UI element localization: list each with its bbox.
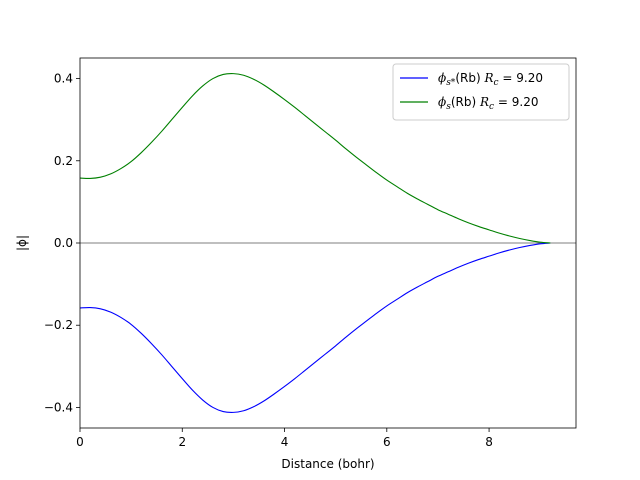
series-line-2 [79, 73, 551, 244]
x-tick-label: 8 [485, 435, 493, 449]
x-axis-label: Distance (bohr) [281, 457, 374, 471]
x-tick-label: 2 [178, 435, 186, 449]
y-tick-label: −0.2 [44, 318, 73, 332]
y-tick-label: 0.4 [54, 72, 73, 86]
legend-box [392, 63, 570, 121]
y-tick-label: 0.2 [54, 154, 73, 168]
series-line-1 [79, 242, 551, 413]
legend-label: ϕs*(Rb) Rc = 9.20 [438, 71, 543, 88]
y-tick-label: 0.0 [54, 236, 73, 250]
y-tick-label: −0.4 [44, 400, 73, 414]
series-layer [79, 73, 551, 413]
legend: ϕs*(Rb) Rc = 9.20 ϕs(Rb) Rc = 9.20 [392, 63, 570, 121]
legend-label: ϕs(Rb) Rc = 9.20 [438, 95, 538, 112]
x-axis-ticks: 0 2 4 6 8 [76, 428, 493, 449]
x-tick-label: 0 [76, 435, 84, 449]
y-axis-ticks: −0.4 −0.2 0.0 0.2 0.4 [44, 72, 80, 414]
legend-entries: ϕs*(Rb) Rc = 9.20 ϕs(Rb) Rc = 9.20 [400, 71, 543, 112]
legend-entry-2: ϕs(Rb) Rc = 9.20 [400, 95, 538, 112]
legend-entry-1: ϕs*(Rb) Rc = 9.20 [400, 71, 543, 88]
x-tick-label: 4 [281, 435, 289, 449]
x-tick-label: 6 [383, 435, 391, 449]
y-axis-label: |ϕ| [15, 235, 29, 251]
